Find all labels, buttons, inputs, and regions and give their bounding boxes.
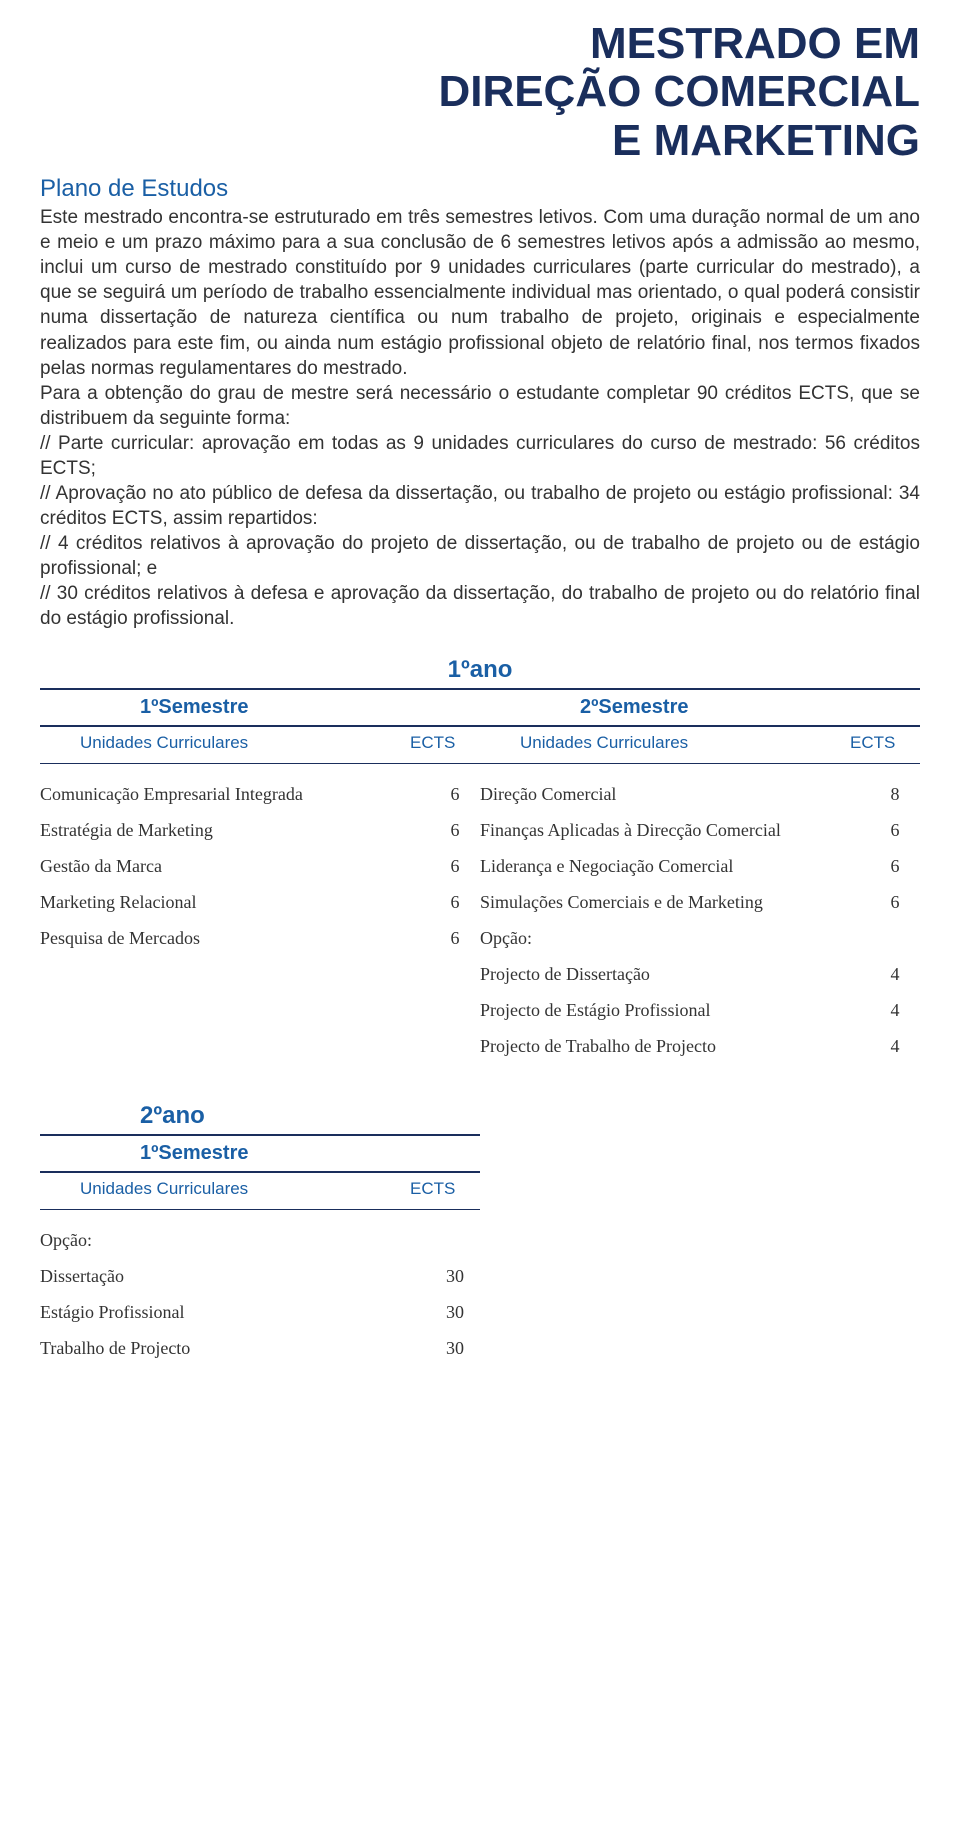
- year1-sem2-uc-header: Unidades Curriculares: [480, 733, 850, 753]
- table-row: Simulações Comerciais e de Marketing6: [480, 884, 920, 920]
- table-row: Trabalho de Projecto30: [40, 1330, 480, 1366]
- table-row: Gestão da Marca6: [40, 848, 480, 884]
- course-name: Finanças Aplicadas à Direcção Comercial: [480, 812, 870, 848]
- title-line-3: E MARKETING: [612, 116, 920, 165]
- course-name: Liderança e Negociação Comercial: [480, 848, 870, 884]
- year2-sem1-uc-header: Unidades Curriculares: [40, 1179, 410, 1199]
- table-row: Direção Comercial8: [480, 776, 920, 812]
- year2-sem1-ects-header: ECTS: [410, 1179, 480, 1199]
- year1-sem1-uc-header: Unidades Curriculares: [40, 733, 410, 753]
- year1-heading: 1ºano: [40, 656, 920, 684]
- body-text: Este mestrado encontra-se estruturado em…: [40, 205, 920, 631]
- section-heading: Plano de Estudos: [40, 175, 920, 203]
- course-ects: [870, 920, 920, 956]
- course-name: Estágio Profissional: [40, 1294, 430, 1330]
- course-name: Direção Comercial: [480, 776, 870, 812]
- year1-sem2-label: 2ºSemestre: [580, 696, 689, 718]
- course-name: Estratégia de Marketing: [40, 812, 430, 848]
- course-name: Opção:: [480, 920, 870, 956]
- year2-heading: 2ºano: [140, 1102, 480, 1130]
- course-ects: 30: [430, 1330, 480, 1366]
- table-row: Dissertação30: [40, 1258, 480, 1294]
- year1-data: Comunicação Empresarial Integrada6Estrat…: [40, 776, 920, 1064]
- year2-sem1-label: 1ºSemestre: [40, 1142, 249, 1164]
- course-name: Trabalho de Projecto: [40, 1330, 430, 1366]
- table-row: Marketing Relacional6: [40, 884, 480, 920]
- course-ects: 30: [430, 1258, 480, 1294]
- table-row: Projecto de Trabalho de Projecto4: [480, 1028, 920, 1064]
- table-row: Liderança e Negociação Comercial6: [480, 848, 920, 884]
- year1-sem2-ects-header: ECTS: [850, 733, 920, 753]
- table-row: Comunicação Empresarial Integrada6: [40, 776, 480, 812]
- year1-semesters-row: 1ºSemestre 2ºSemestre: [40, 690, 920, 725]
- course-name: Marketing Relacional: [40, 884, 430, 920]
- course-ects: 6: [430, 776, 480, 812]
- course-name: Projecto de Dissertação: [480, 956, 870, 992]
- course-ects: 6: [430, 812, 480, 848]
- course-name: Projecto de Trabalho de Projecto: [480, 1028, 870, 1064]
- table-row: Estratégia de Marketing6: [40, 812, 480, 848]
- course-ects: 6: [870, 884, 920, 920]
- year1-sem1-ects-header: ECTS: [410, 733, 480, 753]
- course-name: Pesquisa de Mercados: [40, 920, 430, 956]
- course-ects: [430, 1222, 480, 1258]
- table-row: Finanças Aplicadas à Direcção Comercial6: [480, 812, 920, 848]
- course-ects: 6: [430, 848, 480, 884]
- title-line-1: MESTRADO EM: [590, 19, 920, 68]
- course-name: Dissertação: [40, 1258, 430, 1294]
- course-ects: 4: [870, 992, 920, 1028]
- course-name: Gestão da Marca: [40, 848, 430, 884]
- course-name: Opção:: [40, 1222, 430, 1258]
- title-line-2: DIREÇÃO COMERCIAL: [438, 67, 920, 116]
- course-ects: 8: [870, 776, 920, 812]
- year2-block: 2ºano 1ºSemestre Unidades Curriculares E…: [40, 1102, 480, 1210]
- table-row: Opção:: [40, 1222, 480, 1258]
- table-row: Projecto de Estágio Profissional4: [480, 992, 920, 1028]
- course-ects: 4: [870, 956, 920, 992]
- course-ects: 30: [430, 1294, 480, 1330]
- course-name: Projecto de Estágio Profissional: [480, 992, 870, 1028]
- year1-col-headers: Unidades Curriculares ECTS Unidades Curr…: [40, 727, 920, 763]
- course-ects: 4: [870, 1028, 920, 1064]
- page-title: MESTRADO EM DIREÇÃO COMERCIAL E MARKETIN…: [40, 20, 920, 165]
- course-ects: 6: [870, 848, 920, 884]
- table-row: Opção:: [480, 920, 920, 956]
- table-row: Projecto de Dissertação4: [480, 956, 920, 992]
- course-name: Simulações Comerciais e de Marketing: [480, 884, 870, 920]
- course-ects: 6: [870, 812, 920, 848]
- course-ects: 6: [430, 920, 480, 956]
- course-ects: 6: [430, 884, 480, 920]
- year1-sem1-label: 1ºSemestre: [140, 696, 249, 718]
- table-row: Pesquisa de Mercados6: [40, 920, 480, 956]
- course-name: Comunicação Empresarial Integrada: [40, 776, 430, 812]
- table-row: Estágio Profissional30: [40, 1294, 480, 1330]
